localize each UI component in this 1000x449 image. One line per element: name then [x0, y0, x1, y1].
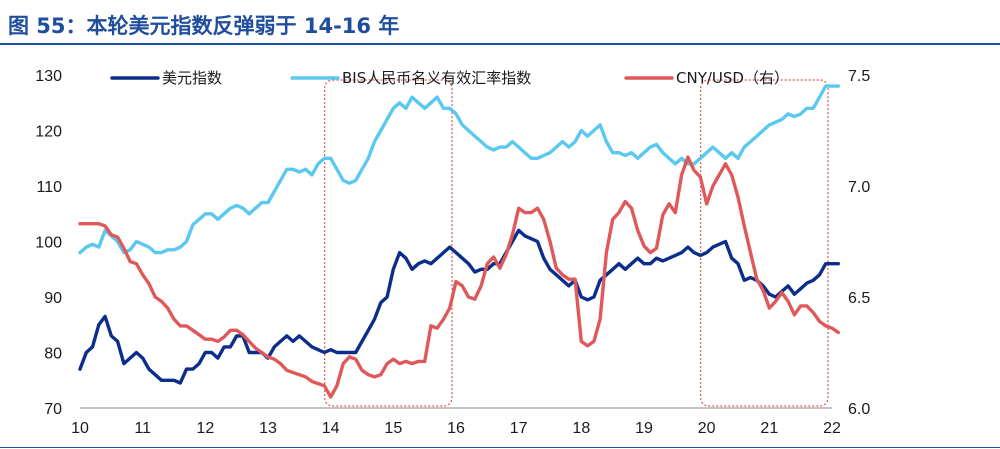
legend-label-3: CNY/USD（右）	[676, 69, 789, 87]
highlight-boxes	[324, 79, 829, 407]
legend-label-1: 美元指数	[162, 69, 222, 87]
x-tick-label: 12	[196, 420, 214, 437]
y-left-tick-label: 100	[35, 235, 62, 252]
series-line-1	[78, 228, 840, 385]
highlight-box-1	[324, 79, 453, 407]
x-tick-label: 16	[447, 420, 465, 437]
y-left-tick-label: 90	[44, 290, 62, 307]
title-underline	[0, 43, 1000, 45]
x-tick-label: 17	[510, 420, 528, 437]
series-line-2	[78, 84, 840, 255]
x-tick-label: 22	[823, 420, 841, 437]
x-axis-ticks: 10 11 12 13 14 15 16 17 18 19 20 21 22	[71, 420, 841, 437]
y-left-tick-label: 70	[44, 401, 62, 418]
x-tick-label: 21	[760, 420, 778, 437]
series-layer	[78, 84, 840, 399]
x-tick-label: 15	[384, 420, 402, 437]
y-right-tick-label: 7.5	[848, 68, 870, 85]
highlight-box-2	[700, 79, 829, 407]
y-left-tick-label: 80	[44, 346, 62, 363]
y-right-tick-label: 6.0	[848, 401, 870, 418]
y-right-tick-label: 7.0	[848, 179, 870, 196]
x-tick-label: 18	[572, 420, 590, 437]
x-tick-label: 11	[134, 420, 151, 437]
x-tick-label: 13	[259, 420, 277, 437]
bottom-rule	[0, 447, 1000, 448]
y-left-tick-label: 110	[36, 179, 62, 196]
x-tick-label: 10	[71, 420, 89, 437]
left-axis-ticks: 130 120 110 100 90 80 70	[35, 68, 62, 418]
line-chart: 130 120 110 100 90 80 70 7.5 7.0 6.5 6.0 10 11 12 13…	[35, 68, 870, 437]
series-line-3	[78, 155, 840, 399]
x-tick-label: 20	[698, 420, 716, 437]
legend: 美元指数 BIS人民币名义有效汇率指数 CNY/USD（右）	[110, 69, 789, 87]
x-tick-label: 19	[635, 420, 653, 437]
y-left-tick-label: 120	[35, 124, 62, 141]
figure-title: 图 55：本轮美元指数反弹弱于 14-16 年	[8, 14, 400, 38]
y-left-tick-label: 130	[35, 68, 62, 85]
right-axis-ticks: 7.5 7.0 6.5 6.0	[848, 68, 870, 418]
x-tick-label: 14	[322, 420, 340, 437]
y-right-tick-label: 6.5	[848, 290, 870, 307]
legend-label-2: BIS人民币名义有效汇率指数	[342, 69, 531, 87]
